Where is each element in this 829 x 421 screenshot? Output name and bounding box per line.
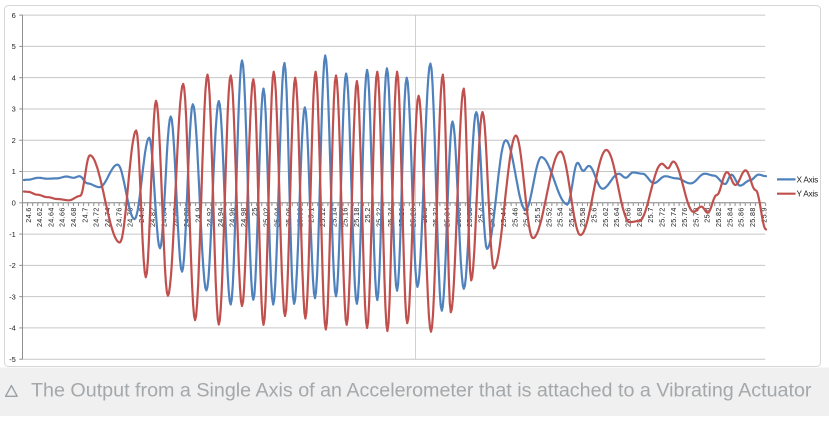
svg-text:25.2: 25.2 (363, 207, 372, 222)
svg-text:24.7: 24.7 (80, 207, 89, 222)
svg-text:The Output from a Single Axis: The Output from a Single Axis of an Acce… (31, 381, 812, 402)
svg-text:X Axis: X Axis (797, 174, 819, 184)
svg-text:24.86: 24.86 (171, 207, 180, 227)
svg-text:25.5: 25.5 (533, 207, 542, 222)
svg-text:25.14: 25.14 (329, 207, 338, 227)
svg-text:25.66: 25.66 (624, 207, 633, 227)
svg-text:25.76: 25.76 (680, 207, 689, 227)
svg-text:25.68: 25.68 (635, 207, 644, 227)
svg-text:24.94: 24.94 (216, 207, 225, 227)
svg-text:25.18: 25.18 (352, 207, 361, 227)
svg-text:24.92: 24.92 (205, 207, 214, 227)
svg-text:24.64: 24.64 (46, 207, 55, 227)
svg-text:0: 0 (12, 199, 16, 208)
svg-text:-1: -1 (9, 230, 16, 239)
svg-text:4: 4 (12, 73, 16, 82)
svg-text:-3: -3 (9, 292, 16, 301)
svg-text:25.74: 25.74 (669, 207, 678, 227)
svg-text:24.9: 24.9 (194, 207, 203, 222)
svg-text:25.02: 25.02 (261, 207, 270, 227)
svg-text:25.8: 25.8 (703, 207, 712, 222)
svg-text:25.56: 25.56 (567, 207, 576, 227)
svg-text:25.22: 25.22 (375, 207, 384, 227)
svg-text:25.58: 25.58 (578, 207, 587, 227)
svg-text:25.46: 25.46 (510, 207, 519, 227)
svg-text:24.96: 24.96 (227, 207, 236, 227)
svg-text:24.72: 24.72 (92, 207, 101, 227)
svg-text:25.16: 25.16 (341, 207, 350, 227)
svg-text:25.82: 25.82 (714, 207, 723, 227)
svg-text:1: 1 (12, 167, 16, 176)
svg-text:24.74: 24.74 (103, 207, 112, 227)
svg-text:25.9: 25.9 (759, 207, 768, 222)
svg-text:25.64: 25.64 (612, 207, 621, 227)
svg-text:25.78: 25.78 (691, 207, 700, 227)
svg-text:25.52: 25.52 (544, 207, 553, 227)
svg-text:-4: -4 (9, 324, 16, 333)
svg-text:24.6: 24.6 (24, 207, 33, 222)
svg-text:25.24: 25.24 (386, 207, 395, 227)
svg-text:24.66: 24.66 (58, 207, 67, 227)
svg-text:25.6: 25.6 (590, 207, 599, 222)
svg-text:25.86: 25.86 (737, 207, 746, 227)
svg-text:25.12: 25.12 (318, 207, 327, 227)
svg-text:3: 3 (12, 105, 16, 114)
svg-text:24.78: 24.78 (126, 207, 135, 227)
svg-text:25.48: 25.48 (522, 207, 531, 227)
svg-text:5: 5 (12, 42, 16, 51)
svg-text:25.88: 25.88 (748, 207, 757, 227)
svg-text:25.62: 25.62 (601, 207, 610, 227)
svg-text:25.72: 25.72 (658, 207, 667, 227)
svg-text:25.84: 25.84 (725, 207, 734, 227)
svg-text:6: 6 (12, 11, 16, 20)
svg-text:24.68: 24.68 (69, 207, 78, 227)
svg-text:Y Axis: Y Axis (797, 189, 819, 199)
svg-text:-2: -2 (9, 261, 16, 270)
svg-text:25.7: 25.7 (646, 207, 655, 222)
svg-text:24.98: 24.98 (239, 207, 248, 227)
svg-text:24.62: 24.62 (35, 207, 44, 227)
svg-text:-5: -5 (9, 355, 16, 364)
svg-text:25: 25 (250, 207, 259, 216)
svg-text:25.4: 25.4 (476, 207, 485, 222)
svg-text:25.54: 25.54 (556, 207, 565, 227)
svg-text:2: 2 (12, 136, 16, 145)
svg-text:24.82: 24.82 (148, 207, 157, 227)
svg-text:25.42: 25.42 (488, 207, 497, 227)
svg-text:24.76: 24.76 (114, 207, 123, 227)
